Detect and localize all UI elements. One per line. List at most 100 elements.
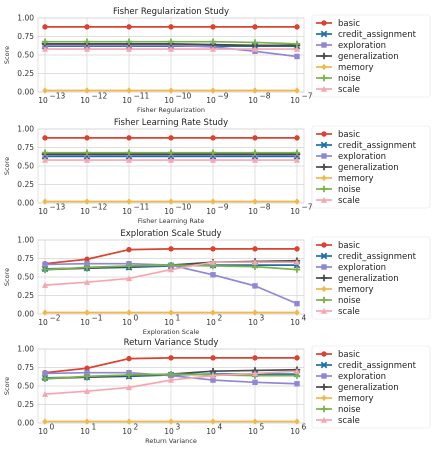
data-point: [252, 283, 258, 289]
legend-marker: [321, 264, 327, 270]
legend-label: exploration: [338, 152, 386, 162]
y-axis-label: Score: [3, 157, 11, 175]
x-tick-label: 10: [248, 427, 258, 436]
x-tick-label: 10: [248, 96, 258, 105]
data-point: [167, 149, 175, 156]
data-point: [209, 45, 217, 52]
legend-marker: [321, 153, 327, 159]
data-point: [251, 45, 259, 52]
data-point: [167, 370, 175, 378]
legend-marker: [320, 405, 328, 413]
x-tick-label: 10: [290, 96, 300, 105]
data-point: [252, 24, 258, 30]
data-point: [126, 198, 132, 205]
legend-label: scale: [338, 85, 360, 95]
legend-marker: [320, 52, 328, 60]
data-point: [126, 87, 132, 94]
data-point: [125, 384, 133, 391]
y-tick-label: 1.00: [17, 345, 34, 354]
data-point: [125, 371, 133, 379]
y-tick-label: 0.25: [17, 291, 34, 300]
chart-title: Return Variance Study: [124, 338, 219, 348]
x-tick-exponent: 0: [50, 423, 55, 432]
x-tick-exponent: −11: [134, 92, 150, 101]
chart-title: Exploration Scale Study: [120, 229, 221, 239]
y-tick-label: 0.50: [17, 382, 34, 391]
data-point: [293, 266, 301, 273]
y-tick-label: 0.50: [17, 273, 34, 282]
chart-title: Fisher Regularization Study: [113, 7, 229, 17]
series-noise: [41, 38, 301, 48]
legend-label: generalization: [338, 274, 399, 284]
legend: basiccredit_assignmentexplorationgeneral…: [311, 345, 431, 429]
data-point: [294, 309, 300, 316]
legend-label: memory: [338, 285, 374, 295]
legend-marker: [320, 416, 328, 423]
data-point: [293, 368, 301, 374]
x-axis-label: Fisher Regularization: [137, 106, 205, 114]
data-point: [210, 355, 216, 361]
data-point: [293, 149, 301, 156]
legend-label: memory: [338, 394, 374, 404]
legend-marker: [320, 185, 328, 193]
data-point: [209, 38, 217, 45]
legend-frame: [311, 125, 431, 209]
x-tick-label: 10: [122, 427, 132, 436]
y-tick-label: 0.75: [17, 254, 34, 263]
data-point: [209, 156, 217, 163]
y-tick-label: 1.00: [17, 236, 34, 245]
series-scale: [41, 156, 301, 163]
x-tick-label: 10: [206, 318, 216, 327]
x-tick-label: 10: [290, 207, 300, 216]
legend-marker: [321, 131, 327, 137]
series-scale: [41, 259, 301, 288]
data-point: [210, 246, 216, 252]
data-point: [41, 149, 49, 156]
legend-label: scale: [338, 196, 360, 206]
data-point: [251, 156, 259, 163]
x-tick-label: 10: [122, 96, 132, 105]
y-tick-label: 0.00: [17, 88, 34, 97]
y-tick-label: 0.25: [17, 69, 34, 78]
y-tick-label: 0.75: [17, 143, 34, 152]
data-point: [210, 309, 216, 316]
legend-label: basic: [338, 19, 360, 29]
legend-label: noise: [338, 74, 361, 84]
data-point: [167, 38, 175, 45]
data-point: [210, 24, 216, 30]
x-tick-exponent: 1: [176, 314, 181, 323]
data-point: [126, 246, 132, 253]
legend-marker: [320, 141, 328, 149]
legend-marker: [320, 296, 328, 304]
data-point: [252, 418, 258, 425]
data-point: [168, 24, 174, 30]
data-point: [125, 45, 133, 52]
x-tick-exponent: −7: [302, 92, 313, 101]
data-point: [42, 198, 48, 205]
data-point: [210, 272, 216, 278]
data-point: [252, 135, 258, 141]
legend-marker: [320, 383, 328, 391]
x-tick-exponent: 6: [302, 423, 307, 432]
data-point: [41, 156, 49, 163]
x-tick-exponent: −13: [50, 92, 66, 101]
y-tick-label: 0.75: [17, 363, 34, 372]
x-tick-label: 10: [206, 427, 216, 436]
legend-frame: [311, 345, 431, 429]
x-tick-exponent: 5: [260, 423, 265, 432]
data-point: [168, 418, 174, 425]
data-point: [125, 149, 133, 156]
data-point: [294, 53, 300, 60]
legend: basiccredit_assignmentexplorationgeneral…: [311, 14, 431, 98]
data-point: [84, 135, 90, 141]
data-point: [41, 391, 49, 397]
legend-label: memory: [338, 63, 374, 73]
data-point: [209, 259, 217, 265]
data-point: [252, 87, 258, 94]
data-point: [167, 45, 175, 52]
data-point: [251, 39, 259, 46]
data-point: [293, 156, 301, 163]
data-point: [167, 266, 175, 273]
